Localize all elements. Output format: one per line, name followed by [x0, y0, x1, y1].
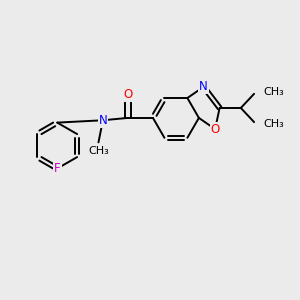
Text: O: O	[123, 88, 133, 101]
Text: O: O	[210, 123, 220, 136]
Text: F: F	[54, 162, 61, 175]
Text: N: N	[98, 114, 107, 127]
Text: CH₃: CH₃	[88, 146, 109, 156]
Text: CH₃: CH₃	[263, 118, 284, 129]
Text: N: N	[199, 80, 208, 93]
Text: CH₃: CH₃	[263, 87, 284, 98]
